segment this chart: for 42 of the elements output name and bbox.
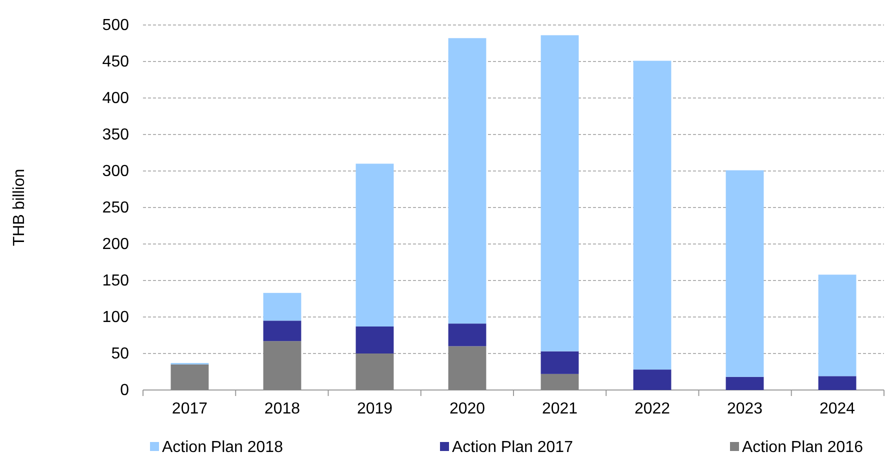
legend-label: Action Plan 2017 <box>452 439 574 456</box>
x-tick-label: 2019 <box>356 400 393 418</box>
bar <box>726 376 764 390</box>
x-tick-label: 2020 <box>449 400 486 418</box>
bar <box>263 292 302 321</box>
bar <box>726 170 764 377</box>
bar <box>540 351 579 374</box>
x-tick-label: 2018 <box>264 400 300 418</box>
bar <box>540 35 579 352</box>
bar <box>818 376 856 390</box>
y-tick-label: 450 <box>102 54 130 71</box>
y-tick-label: 100 <box>102 309 130 326</box>
y-tick-label: 250 <box>102 200 130 217</box>
bar <box>633 370 672 390</box>
y-tick-label: 0 <box>120 382 130 400</box>
bar <box>448 38 486 324</box>
x-tick-label: 2021 <box>542 400 578 418</box>
bar <box>356 354 394 390</box>
bar <box>356 326 394 354</box>
x-tick-label: 2022 <box>634 400 670 418</box>
x-tick-label: 2024 <box>819 400 856 418</box>
y-tick-label: 350 <box>102 126 130 144</box>
y-tick-label: 400 <box>102 90 130 108</box>
legend-label: Action Plan 2018 <box>162 439 284 456</box>
x-tick-label: 2023 <box>726 400 763 418</box>
bar <box>448 324 486 346</box>
bar <box>633 60 672 370</box>
y-tick-label: 200 <box>102 236 130 254</box>
bar <box>356 164 394 326</box>
bar <box>540 374 579 390</box>
x-tick-label: 2017 <box>172 400 208 418</box>
y-tick-label: 500 <box>102 17 130 34</box>
y-axis-title: THB billion <box>11 168 28 246</box>
bar <box>818 274 856 376</box>
y-tick-label: 300 <box>102 163 130 180</box>
bar <box>263 320 302 342</box>
legend-label: Action Plan 2016 <box>742 439 864 456</box>
bar <box>448 346 486 390</box>
y-tick-label: 50 <box>111 346 130 363</box>
bar <box>170 364 209 390</box>
y-tick-label: 150 <box>102 272 130 290</box>
bar <box>263 341 302 390</box>
